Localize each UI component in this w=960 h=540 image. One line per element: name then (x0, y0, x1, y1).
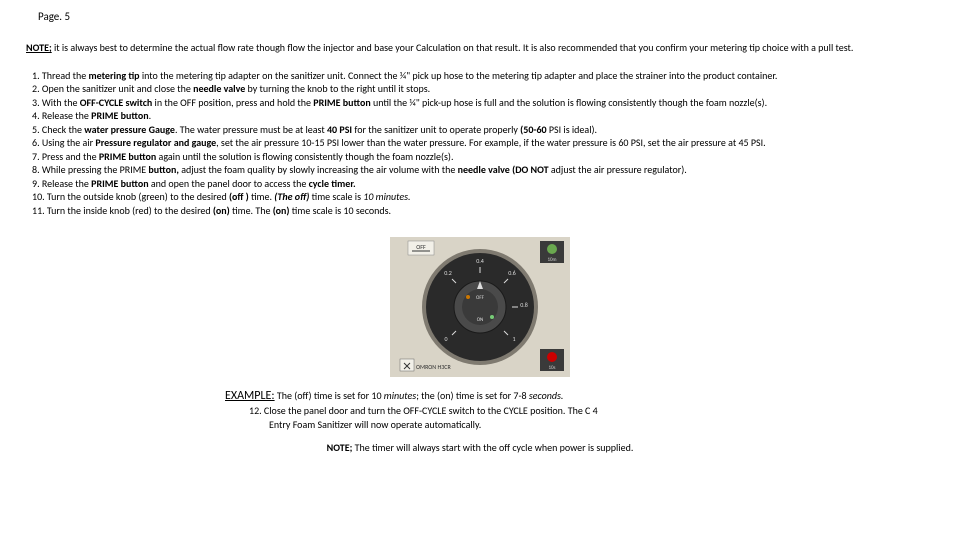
svg-text:0.6: 0.6 (508, 269, 516, 277)
svg-text:10s: 10s (548, 365, 555, 371)
step-item: While pressing the PRIME button, adjust … (32, 163, 940, 177)
step-12: 12. Close the panel door and turn the OF… (249, 404, 735, 418)
step-item: Thread the metering tip into the meterin… (32, 69, 940, 83)
note-text: it is always best to determine the actua… (52, 41, 854, 54)
step-item: Check the water pressure Gauge. The wate… (32, 123, 940, 137)
note2: NOTE; The timer will always start with t… (20, 441, 940, 454)
svg-text:ON: ON (477, 317, 484, 323)
step-12-cont: Entry Foam Sanitizer will now operate au… (269, 418, 735, 432)
svg-text:0.8: 0.8 (520, 301, 528, 309)
step-item: With the OFF-CYCLE switch in the OFF pos… (32, 96, 940, 110)
step-item: Press and the PRIME button again until t… (32, 150, 940, 164)
step-item: Release the PRIME button and open the pa… (32, 177, 940, 191)
svg-text:OFF: OFF (476, 295, 485, 301)
note-block: NOTE; it is always best to determine the… (26, 41, 934, 55)
svg-text:OFF: OFF (416, 243, 426, 251)
svg-text:0.4: 0.4 (476, 257, 484, 265)
svg-text:10m: 10m (547, 257, 556, 263)
step-item: Using the air Pressure regulator and gau… (32, 136, 940, 150)
timer-dial-figure: OFF 10m 10s OMRON H3CR (390, 237, 570, 377)
example-label: EXAMPLE: (225, 389, 275, 403)
steps-list: Thread the metering tip into the meterin… (22, 69, 940, 218)
step-item: Release the PRIME button. (32, 109, 940, 123)
step-item: Turn the outside knob (green) to the des… (32, 190, 940, 204)
svg-text:0.2: 0.2 (444, 269, 452, 277)
page-number: Page. 5 (38, 10, 940, 23)
svg-text:1: 1 (512, 335, 515, 343)
step-item: Open the sanitizer unit and close the ne… (32, 82, 940, 96)
step-item: Turn the inside knob (red) to the desire… (32, 204, 940, 218)
svg-text:0: 0 (444, 335, 447, 343)
note-label: NOTE; (26, 41, 52, 54)
example-block: EXAMPLE: The (off) time is set for 10 mi… (225, 388, 735, 431)
example-text: The (off) time is set for 10 minutes; th… (275, 389, 564, 402)
svg-text:OMRON H3CR: OMRON H3CR (416, 363, 451, 371)
